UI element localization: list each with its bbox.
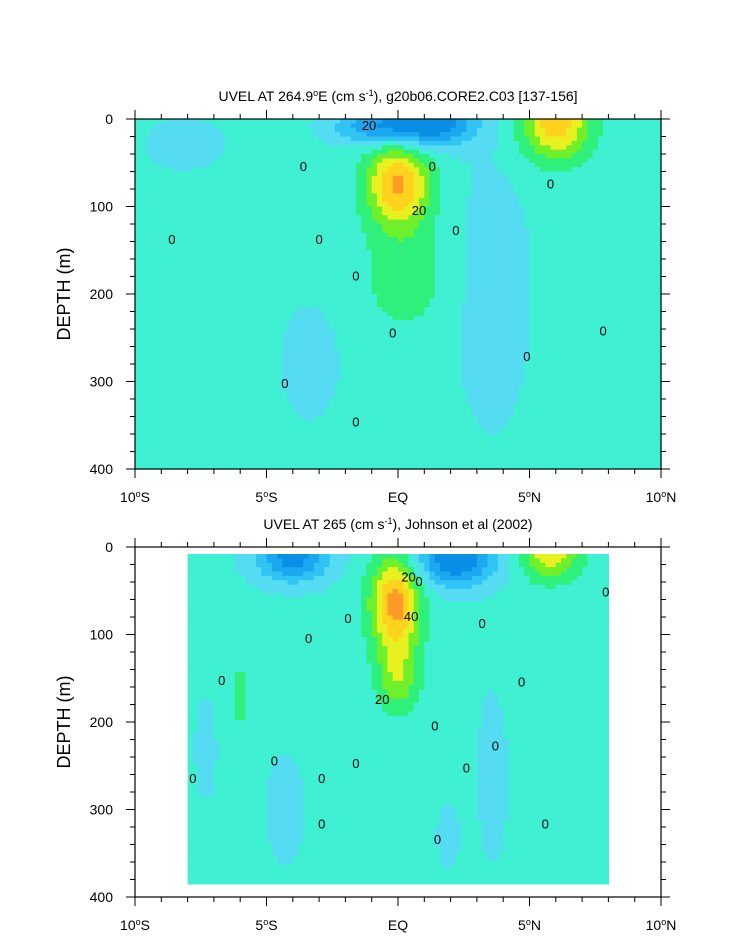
y-axis-label: DEPTH (m) — [54, 676, 74, 769]
contour-label: 0 — [518, 675, 525, 690]
panel-observations: UVEL AT 265 (cm s-1), Johnson et al (200… — [54, 516, 676, 933]
contour-label: 0 — [429, 159, 436, 174]
contour-label: 0 — [352, 756, 359, 771]
contour-fill — [135, 119, 662, 470]
y-tick-label: 400 — [90, 889, 114, 905]
contour-label: 0 — [315, 232, 322, 247]
x-tick-label: 10oS — [120, 917, 150, 933]
contour-label: 0 — [479, 616, 486, 631]
contour-label: 0 — [452, 223, 459, 238]
x-tick-label: 5oS — [255, 917, 277, 933]
contour-label: 0 — [344, 611, 351, 626]
contour-label: 0 — [547, 177, 554, 192]
contour-label: 40 — [404, 609, 418, 624]
contour-label: 0 — [168, 232, 175, 247]
y-tick-label: 0 — [105, 539, 113, 555]
contour-fill — [187, 554, 609, 885]
contour-label: 0 — [218, 673, 225, 688]
x-tick-label: 5oS — [255, 489, 277, 505]
x-tick-label: EQ — [388, 917, 408, 933]
y-tick-label: 400 — [90, 461, 114, 477]
contour-label: 0 — [318, 816, 325, 831]
contour-label: 0 — [305, 631, 312, 646]
contour-label: 0 — [352, 269, 359, 284]
contour-label: 0 — [281, 376, 288, 391]
x-tick-label: 5oN — [518, 489, 541, 505]
contour-label: 0 — [542, 816, 549, 831]
panel-model: UVEL AT 264.9oE (cm s-1), g20b06.CORE2.C… — [54, 88, 676, 505]
contour-label: 0 — [189, 771, 196, 786]
y-tick-label: 100 — [90, 627, 114, 643]
contour-label: 0 — [434, 832, 441, 847]
y-tick-label: 200 — [90, 714, 114, 730]
contour-label: 0 — [389, 325, 396, 340]
contour-label: 20 — [375, 692, 389, 707]
contour-label: 0 — [300, 159, 307, 174]
contour-label: 0 — [431, 718, 438, 733]
y-tick-label: 300 — [90, 374, 114, 390]
contour-label: 0 — [415, 574, 422, 589]
contour-label: 0 — [352, 415, 359, 430]
y-tick-label: 300 — [90, 802, 114, 818]
x-tick-label: EQ — [388, 489, 408, 505]
contour-label: 0 — [600, 324, 607, 339]
contour-label: 20 — [412, 203, 426, 218]
chart-title: UVEL AT 265 (cm s-1), Johnson et al (200… — [263, 516, 532, 532]
y-axis-label: DEPTH (m) — [54, 248, 74, 341]
contour-label: 20 — [401, 570, 415, 585]
chart-title: UVEL AT 264.9oE (cm s-1), g20b06.CORE2.C… — [218, 88, 577, 104]
contour-label: 0 — [523, 349, 530, 364]
y-tick-label: 200 — [90, 286, 114, 302]
contour-label: 0 — [602, 585, 609, 600]
x-tick-label: 10oN — [646, 489, 677, 505]
x-tick-label: 10oN — [646, 917, 677, 933]
contour-label: 0 — [463, 760, 470, 775]
y-tick-label: 0 — [105, 111, 113, 127]
x-tick-label: 10oS — [120, 489, 150, 505]
x-tick-label: 5oN — [518, 917, 541, 933]
contour-label: 0 — [318, 771, 325, 786]
y-tick-label: 100 — [90, 199, 114, 215]
contour-label: 0 — [492, 739, 499, 754]
contour-label: 20 — [362, 118, 376, 133]
contour-label: 0 — [271, 753, 278, 768]
